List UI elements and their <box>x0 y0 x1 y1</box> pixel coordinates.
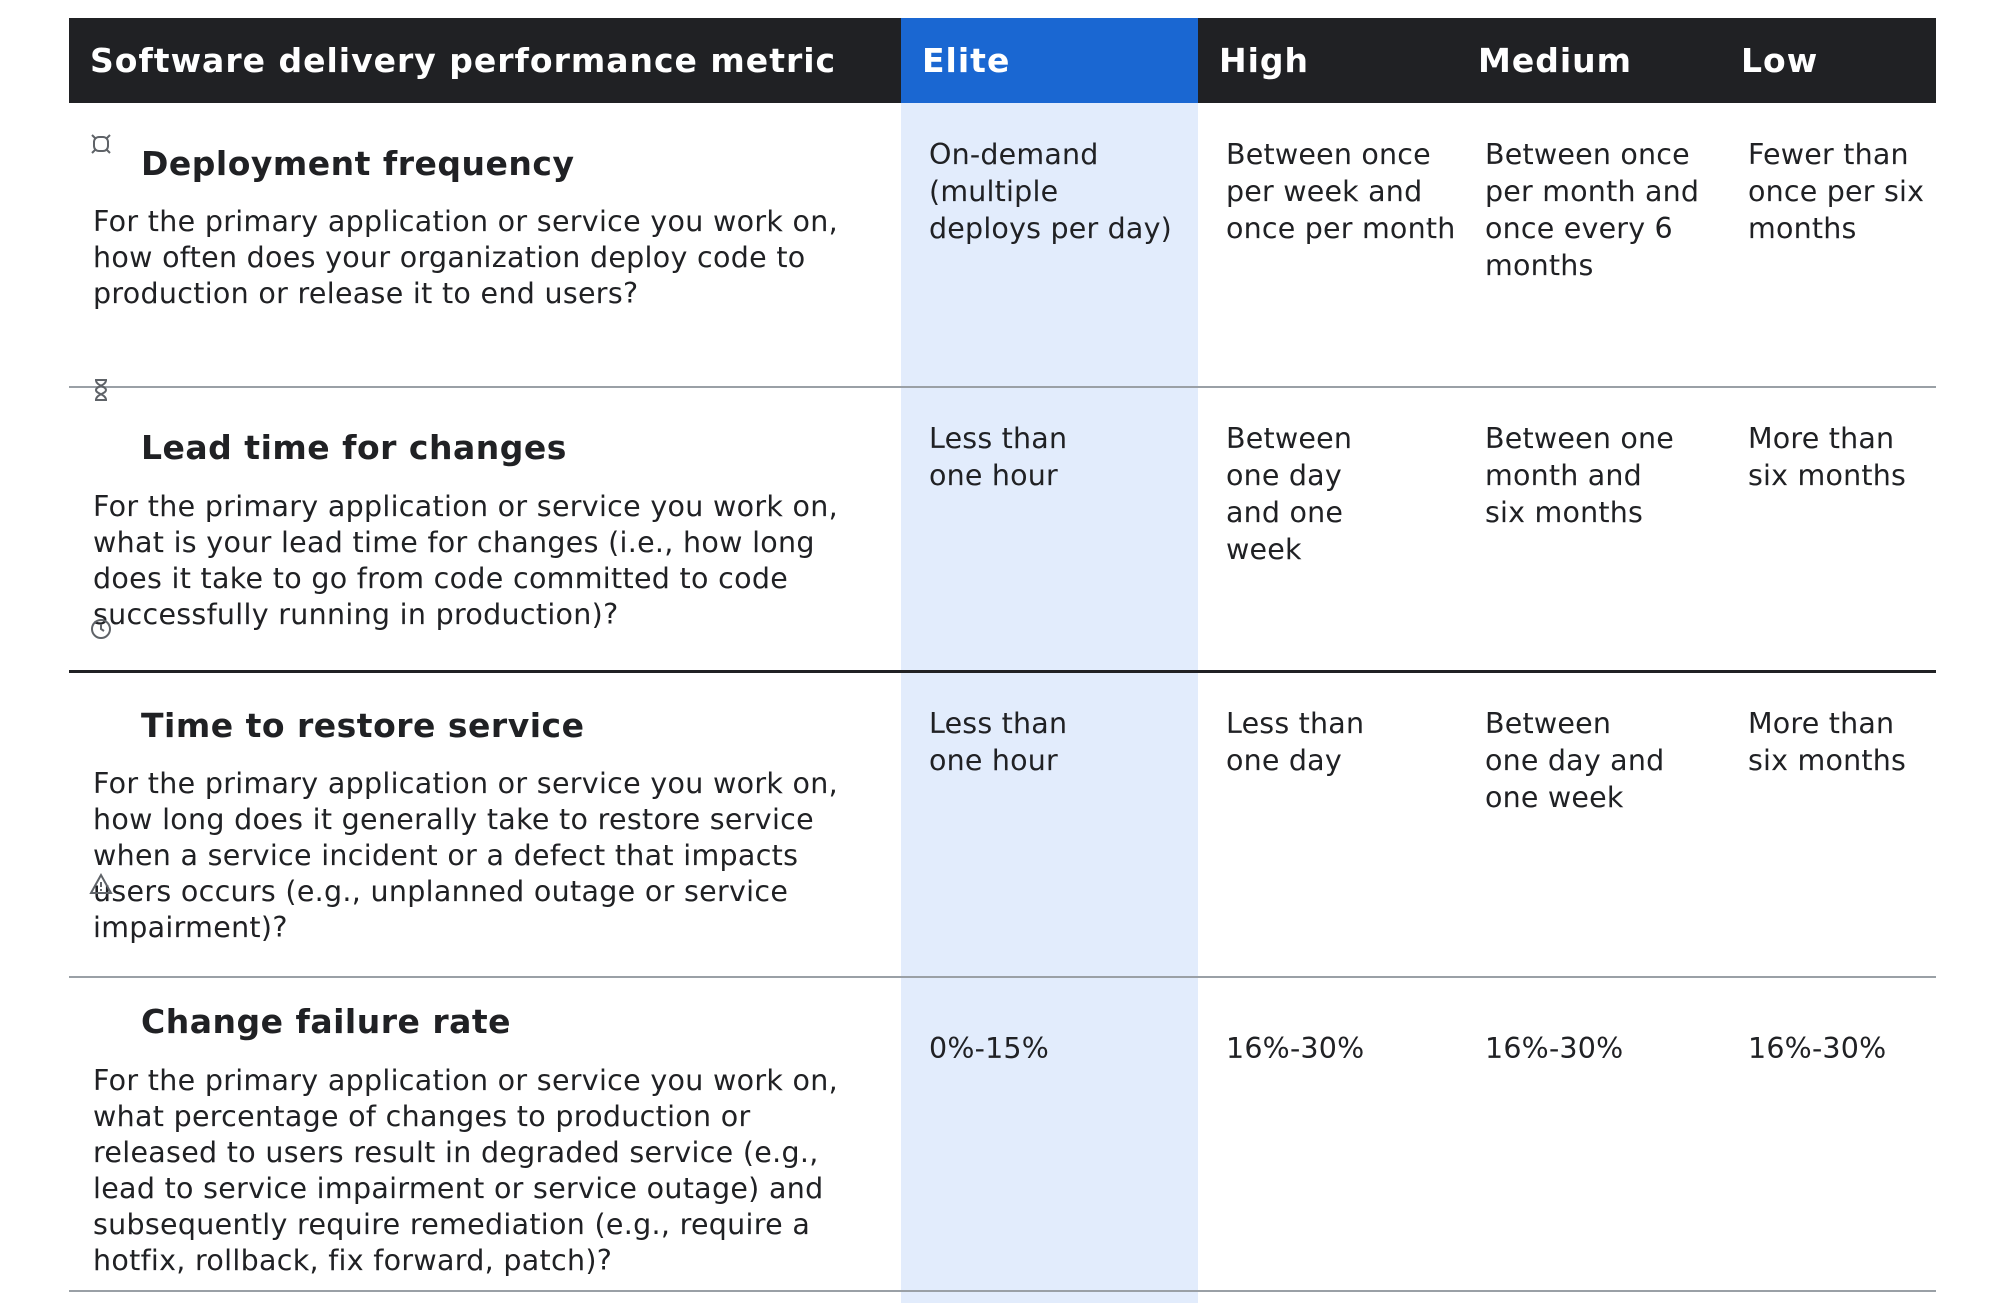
metric-description: For the primary application or service y… <box>93 490 838 631</box>
row-divider <box>69 670 1936 673</box>
medium-value: Between one month and six months <box>1485 422 1674 529</box>
performance-metrics-table: Software delivery performance metric Eli… <box>69 18 1936 1303</box>
header-medium: Medium <box>1478 41 1633 80</box>
metric-title: Time to restore service <box>141 706 585 745</box>
header-high: High <box>1219 41 1310 80</box>
clock-icon <box>89 616 113 640</box>
row-divider <box>69 976 1936 978</box>
elite-value: On-demand (multiple deploys per day) <box>929 138 1172 245</box>
header-elite: Elite <box>922 41 1011 80</box>
rocket-icon <box>89 132 113 156</box>
metric-description: For the primary application or service y… <box>93 767 838 944</box>
medium-value: 16%-30% <box>1485 1032 1624 1065</box>
high-value: 16%-30% <box>1226 1032 1365 1065</box>
header-low: Low <box>1741 41 1819 80</box>
metric-title: Deployment frequency <box>141 144 575 183</box>
elite-column-highlight <box>901 18 1198 1303</box>
row-divider <box>69 1290 1936 1292</box>
elite-value: Less than one hour <box>929 707 1068 777</box>
header-metric: Software delivery performance metric <box>90 41 837 80</box>
low-value: More than six months <box>1748 707 1907 777</box>
row-divider <box>69 386 1936 388</box>
medium-value: Between once per month and once every 6 … <box>1485 138 1700 282</box>
elite-value: 0%-15% <box>929 1032 1050 1065</box>
low-value: 16%-30% <box>1748 1032 1887 1065</box>
metric-description: For the primary application or service y… <box>93 205 838 310</box>
elite-value: Less than one hour <box>929 422 1068 492</box>
table-header: Software delivery performance metric Eli… <box>69 18 1936 103</box>
high-value: Between one day and one week <box>1226 422 1353 566</box>
low-value: More than six months <box>1748 422 1907 492</box>
low-value: Fewer than once per six months <box>1748 138 1925 245</box>
metric-title: Change failure rate <box>141 1002 512 1041</box>
metric-title: Lead time for changes <box>141 428 567 467</box>
warning-icon <box>89 872 113 896</box>
high-value: Between once per week and once per month <box>1226 138 1456 245</box>
medium-value: Between one day and one week <box>1485 707 1665 814</box>
high-value: Less than one day <box>1226 707 1365 777</box>
metric-description: For the primary application or service y… <box>93 1064 838 1277</box>
elite-header-highlight <box>901 18 1198 103</box>
hourglass-icon <box>89 378 113 402</box>
